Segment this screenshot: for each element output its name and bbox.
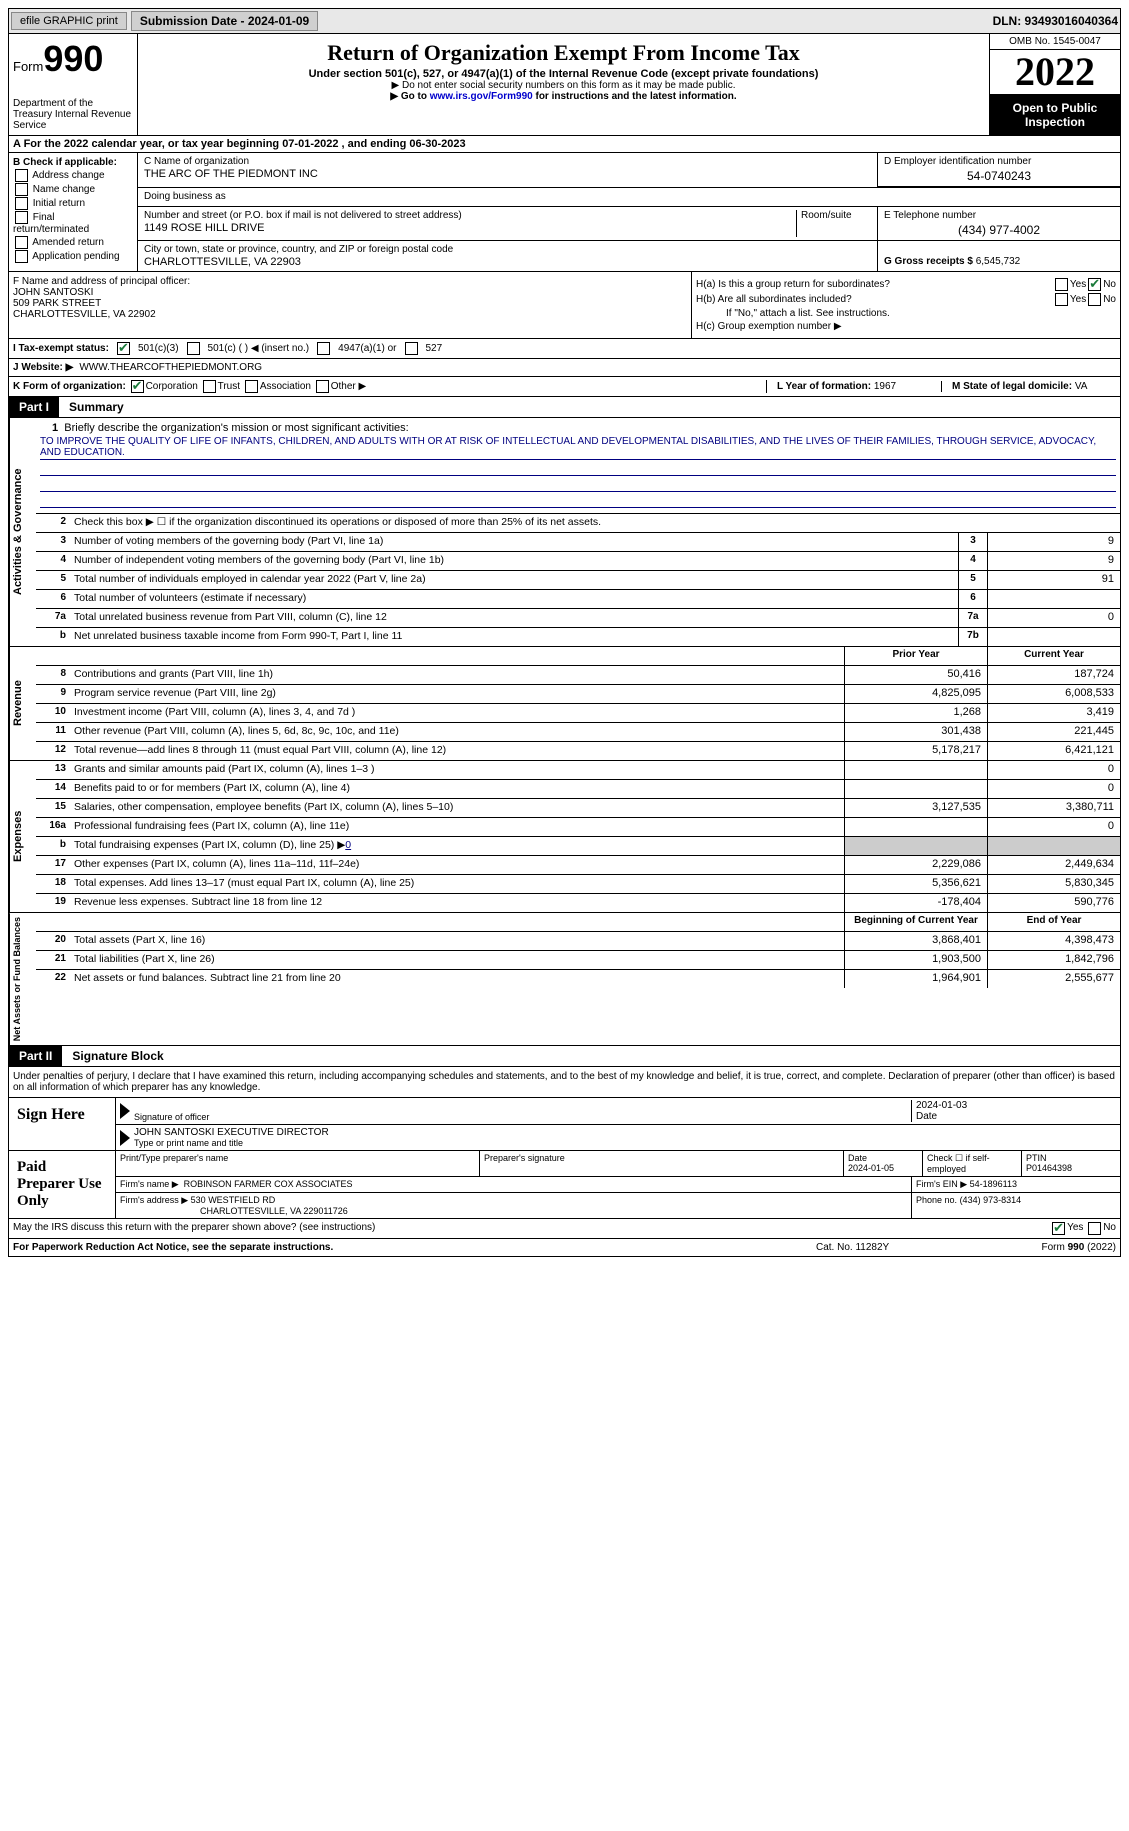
tax-exempt-status: I Tax-exempt status: 501(c)(3) 501(c) ( … xyxy=(8,339,1121,359)
officer-addr2: CHARLOTTESVILLE, VA 22902 xyxy=(13,309,687,320)
mission-text: TO IMPROVE THE QUALITY OF LIFE OF INFANT… xyxy=(40,435,1116,460)
form-org-row: K Form of organization: Corporation Trus… xyxy=(8,377,1121,397)
omb-number: OMB No. 1545-0047 xyxy=(990,34,1120,50)
check-applicable: B Check if applicable: Address change Na… xyxy=(9,153,138,271)
form-number: Form990 xyxy=(13,38,133,80)
city-state-zip: CHARLOTTESVILLE, VA 22903 xyxy=(144,255,871,268)
efile-btn[interactable]: efile GRAPHIC print xyxy=(11,12,127,30)
room-suite-label: Room/suite xyxy=(796,210,871,237)
paid-preparer-label: Paid Preparer Use Only xyxy=(9,1151,116,1218)
entity-grid: B Check if applicable: Address change Na… xyxy=(8,153,1121,272)
tax-year-row: A For the 2022 calendar year, or tax yea… xyxy=(8,136,1121,153)
submission-date: Submission Date - 2024-01-09 xyxy=(131,11,318,31)
discuss-row: May the IRS discuss this return with the… xyxy=(8,1219,1121,1239)
dba-label: Doing business as xyxy=(144,191,872,202)
org-name: THE ARC OF THE PIEDMONT INC xyxy=(144,167,871,180)
ptin: P01464398 xyxy=(1026,1163,1116,1173)
firm-ein: 54-1896113 xyxy=(970,1179,1017,1189)
expenses-section: Expenses 13Grants and similar amounts pa… xyxy=(8,761,1121,913)
form-title: Return of Organization Exempt From Incom… xyxy=(142,40,985,66)
officer-label: F Name and address of principal officer: xyxy=(13,276,687,287)
website: WWW.THEARCOFTHEPIEDMONT.ORG xyxy=(79,362,262,373)
irs-link[interactable]: www.irs.gov/Form990 xyxy=(430,91,533,102)
dln: DLN: 93493016040364 xyxy=(993,14,1118,28)
revenue-section: Revenue Prior YearCurrent Year 8Contribu… xyxy=(8,647,1121,761)
arrow-icon xyxy=(120,1103,130,1119)
website-row: J Website: ▶ WWW.THEARCOFTHEPIEDMONT.ORG xyxy=(8,359,1121,377)
addr-label: Number and street (or P.O. box if mail i… xyxy=(144,210,796,221)
city-label: City or town, state or province, country… xyxy=(144,244,871,255)
dba xyxy=(144,202,872,203)
form-footer: For Paperwork Reduction Act Notice, see … xyxy=(8,1239,1121,1257)
phone: (434) 977-4002 xyxy=(884,221,1114,237)
dept-treasury: Department of the Treasury Internal Reve… xyxy=(13,98,133,131)
org-name-label: C Name of organization xyxy=(144,156,871,167)
part-2-header: Part II Signature Block xyxy=(8,1046,1121,1067)
firm-phone: (434) 973-8314 xyxy=(960,1195,1022,1205)
gross-receipts: 6,545,732 xyxy=(976,256,1021,267)
signature-block: Under penalties of perjury, I declare th… xyxy=(8,1067,1121,1219)
form-header: Form990 Department of the Treasury Inter… xyxy=(8,34,1121,136)
perjury-declaration: Under penalties of perjury, I declare th… xyxy=(9,1067,1120,1098)
net-assets-section: Net Assets or Fund Balances Beginning of… xyxy=(8,913,1121,1046)
activities-governance: Activities & Governance 1 Briefly descri… xyxy=(8,418,1121,647)
sign-here-label: Sign Here xyxy=(9,1098,116,1150)
officer-name: JOHN SANTOSKI xyxy=(13,287,687,298)
note-link: ▶ Go to www.irs.gov/Form990 for instruct… xyxy=(142,91,985,102)
note-ssn: ▶ Do not enter social security numbers o… xyxy=(142,80,985,91)
arrow-icon xyxy=(120,1130,130,1146)
open-to-public: Open to Public Inspection xyxy=(990,95,1120,135)
ein: 54-0740243 xyxy=(884,167,1114,183)
officer-addr1: 509 PARK STREET xyxy=(13,298,687,309)
part-1-header: Part I Summary xyxy=(8,397,1121,418)
phone-label: E Telephone number xyxy=(884,210,1114,221)
ein-label: D Employer identification number xyxy=(884,156,1114,167)
officer-signature-name: JOHN SANTOSKI EXECUTIVE DIRECTOR xyxy=(134,1127,1116,1138)
officer-group-row: F Name and address of principal officer:… xyxy=(8,272,1121,339)
top-bar: efile GRAPHIC print Submission Date - 20… xyxy=(8,8,1121,34)
form-subtitle: Under section 501(c), 527, or 4947(a)(1)… xyxy=(142,68,985,80)
street-address: 1149 ROSE HILL DRIVE xyxy=(144,221,796,234)
firm-name: ROBINSON FARMER COX ASSOCIATES xyxy=(184,1179,353,1189)
tax-year: 2022 xyxy=(990,50,1120,95)
